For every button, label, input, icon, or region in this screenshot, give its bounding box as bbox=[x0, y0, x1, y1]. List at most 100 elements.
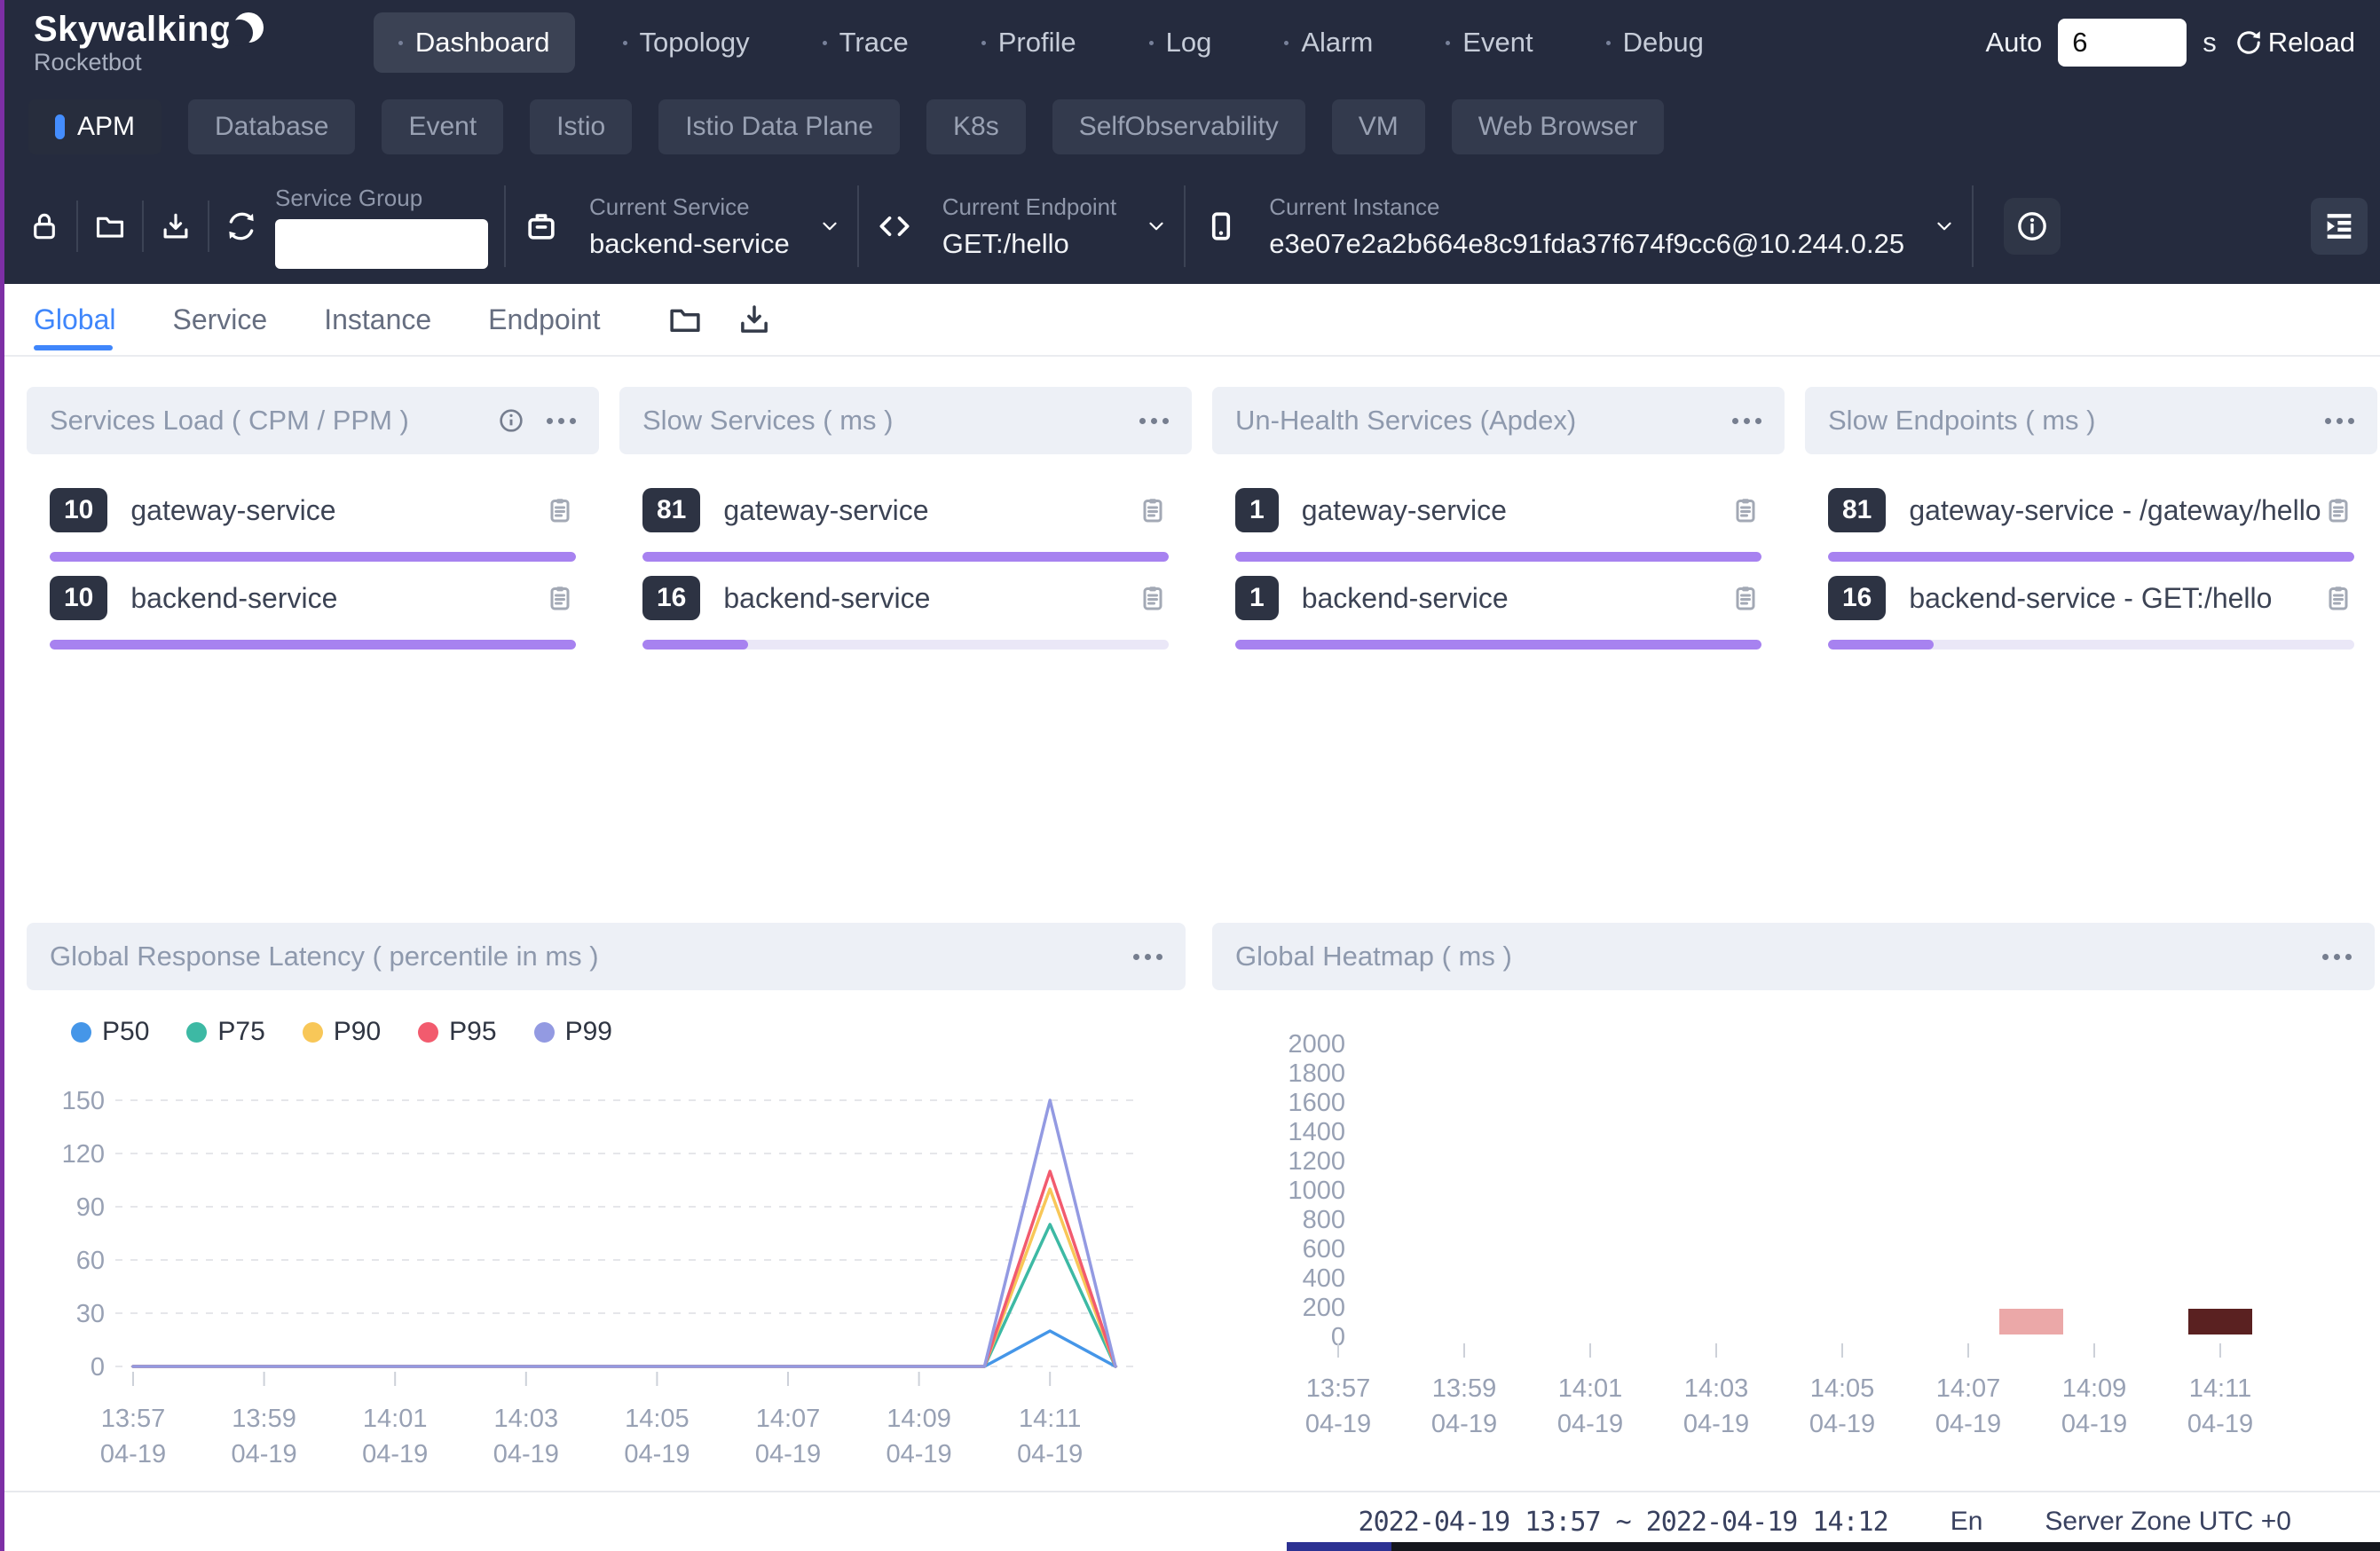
copy-icon[interactable] bbox=[2322, 579, 2354, 617]
chip-label: Istio Data Plane bbox=[685, 112, 873, 141]
svg-text:13:59: 13:59 bbox=[232, 1405, 296, 1433]
current-service-select[interactable]: Current Service backend-service bbox=[522, 193, 841, 260]
card-menu-icon[interactable] bbox=[547, 417, 576, 424]
nav-item-trace[interactable]: Trace bbox=[798, 12, 934, 73]
language-toggle[interactable]: En bbox=[1950, 1507, 1983, 1536]
metric-bar bbox=[642, 640, 1169, 650]
toolbar-divider bbox=[142, 201, 144, 252]
card-menu-icon[interactable] bbox=[2322, 953, 2352, 960]
category-tab-database[interactable]: Database bbox=[188, 99, 356, 154]
seconds-label: s bbox=[2203, 27, 2217, 58]
legend-item-p50[interactable]: P50 bbox=[71, 1017, 149, 1047]
nav-item-debug[interactable]: Debug bbox=[1581, 12, 1729, 73]
list-item[interactable]: 10 backend-service bbox=[50, 576, 576, 620]
card-menu-icon[interactable] bbox=[1139, 417, 1169, 424]
list-item[interactable]: 1 gateway-service bbox=[1235, 488, 1761, 532]
category-tab-web-browser[interactable]: Web Browser bbox=[1451, 99, 1665, 154]
nav-label: Trace bbox=[839, 27, 909, 58]
endpoint-name: gateway-service - /gateway/hello bbox=[1909, 493, 2321, 526]
card-unhealth-services: Un-Health Services (Apdex) 1 gateway-ser… bbox=[1212, 387, 1785, 650]
list-item[interactable]: 16 backend-service - GET:/hello bbox=[1828, 576, 2354, 620]
category-tab-istio[interactable]: Istio bbox=[530, 99, 633, 154]
nav-item-profile[interactable]: Profile bbox=[957, 12, 1101, 73]
svg-text:04-19: 04-19 bbox=[362, 1440, 428, 1468]
nav-item-event[interactable]: Event bbox=[1421, 12, 1557, 73]
server-zone-setting[interactable]: Server Zone UTC +0 bbox=[2045, 1507, 2291, 1536]
list-item[interactable]: 1 backend-service bbox=[1235, 576, 1761, 620]
lock-button[interactable] bbox=[20, 201, 69, 251]
info-icon[interactable] bbox=[497, 406, 525, 435]
list-item[interactable]: 10 gateway-service bbox=[50, 488, 576, 532]
metric-bar bbox=[642, 552, 1169, 562]
svg-text:600: 600 bbox=[1303, 1235, 1345, 1264]
list-item[interactable]: 16 backend-service bbox=[642, 576, 1169, 620]
legend-item-p90[interactable]: P90 bbox=[302, 1017, 381, 1047]
card-menu-icon[interactable] bbox=[1732, 417, 1761, 424]
export-button[interactable] bbox=[151, 201, 201, 251]
chip-label: SelfObservability bbox=[1078, 112, 1279, 141]
current-endpoint-select[interactable]: Current Endpoint GET:/hello bbox=[875, 193, 1169, 260]
time-range-picker[interactable]: 2022-04-19 13:57 ~ 2022-04-19 14:12 bbox=[1358, 1506, 1889, 1538]
category-tab-k8s[interactable]: K8s bbox=[926, 99, 1026, 154]
metric-bar bbox=[1828, 552, 2354, 562]
current-endpoint-value: GET:/hello bbox=[942, 227, 1069, 259]
nav-item-log[interactable]: Log bbox=[1124, 12, 1237, 73]
legend-item-p95[interactable]: P95 bbox=[418, 1017, 497, 1047]
tab-global[interactable]: Global bbox=[34, 283, 116, 356]
reload-icon bbox=[2237, 31, 2260, 54]
svg-text:200: 200 bbox=[1303, 1294, 1345, 1322]
chip-label: Istio bbox=[556, 112, 606, 141]
current-instance-value: e3e07e2a2b664e8c91fda37f674f9cc6@10.244.… bbox=[1269, 227, 1905, 259]
list-item[interactable]: 81 gateway-service - /gateway/hello bbox=[1828, 488, 2354, 532]
copy-icon[interactable] bbox=[1730, 492, 1761, 529]
list-item[interactable]: 81 gateway-service bbox=[642, 488, 1169, 532]
tab-instance[interactable]: Instance bbox=[324, 303, 432, 335]
nav-dot-icon bbox=[1148, 40, 1154, 45]
toolbar-divider bbox=[1184, 185, 1186, 267]
chip-label: VM bbox=[1358, 112, 1399, 141]
nav-item-dashboard[interactable]: Dashboard bbox=[373, 12, 575, 73]
card-menu-icon[interactable] bbox=[2325, 417, 2354, 424]
tab-endpoint[interactable]: Endpoint bbox=[488, 303, 601, 335]
current-instance-label: Current Instance bbox=[1269, 193, 1440, 220]
card-menu-icon[interactable] bbox=[1133, 953, 1162, 960]
view-tabs: Global Service Instance Endpoint bbox=[0, 284, 2380, 357]
category-tab-apm[interactable]: APM bbox=[28, 99, 162, 154]
tab-service[interactable]: Service bbox=[172, 303, 268, 335]
category-tab-selfobservability[interactable]: SelfObservability bbox=[1052, 99, 1305, 154]
category-tab-istio-data-plane[interactable]: Istio Data Plane bbox=[658, 99, 900, 154]
service-group-input[interactable] bbox=[275, 218, 488, 269]
line-chart-canvas[interactable]: 0 30 60 90 120 150 13:57 04-19 13:59 04-19 14:01 04… bbox=[27, 1047, 1186, 1491]
info-button[interactable] bbox=[2004, 198, 2061, 255]
download-icon[interactable] bbox=[736, 301, 773, 338]
card-header: Global Response Latency ( percentile in … bbox=[27, 923, 1186, 990]
folder-button[interactable] bbox=[85, 201, 135, 251]
nav-item-topology[interactable]: Topology bbox=[598, 12, 775, 73]
svg-text:13:59: 13:59 bbox=[1432, 1374, 1497, 1403]
copy-icon[interactable] bbox=[1137, 579, 1169, 617]
copy-icon[interactable] bbox=[2322, 492, 2354, 529]
current-instance-select[interactable]: Current Instance e3e07e2a2b664e8c91fda37… bbox=[1202, 193, 1956, 260]
category-tab-event[interactable]: Event bbox=[382, 99, 504, 154]
reload-button[interactable]: Reload bbox=[2233, 27, 2355, 59]
legend-dot bbox=[302, 1021, 323, 1043]
refresh-button[interactable] bbox=[217, 201, 266, 251]
legend-item-p99[interactable]: P99 bbox=[533, 1017, 612, 1047]
auto-interval-input[interactable] bbox=[2058, 19, 2187, 67]
category-tab-vm[interactable]: VM bbox=[1331, 99, 1425, 154]
service-name: backend-service bbox=[130, 581, 338, 614]
nav-dot-icon bbox=[1605, 40, 1611, 45]
copy-icon[interactable] bbox=[544, 492, 576, 529]
copy-icon[interactable] bbox=[1137, 492, 1169, 529]
service-group-label: Service Group bbox=[275, 184, 423, 211]
legend-item-p75[interactable]: P75 bbox=[186, 1017, 265, 1047]
folder-icon[interactable] bbox=[666, 301, 704, 338]
nav-item-alarm[interactable]: Alarm bbox=[1259, 12, 1398, 73]
copy-icon[interactable] bbox=[1730, 579, 1761, 617]
svg-text:04-19: 04-19 bbox=[100, 1440, 166, 1468]
collapse-panel-button[interactable] bbox=[2311, 198, 2368, 255]
value-badge: 16 bbox=[1828, 576, 1887, 620]
copy-icon[interactable] bbox=[544, 579, 576, 617]
